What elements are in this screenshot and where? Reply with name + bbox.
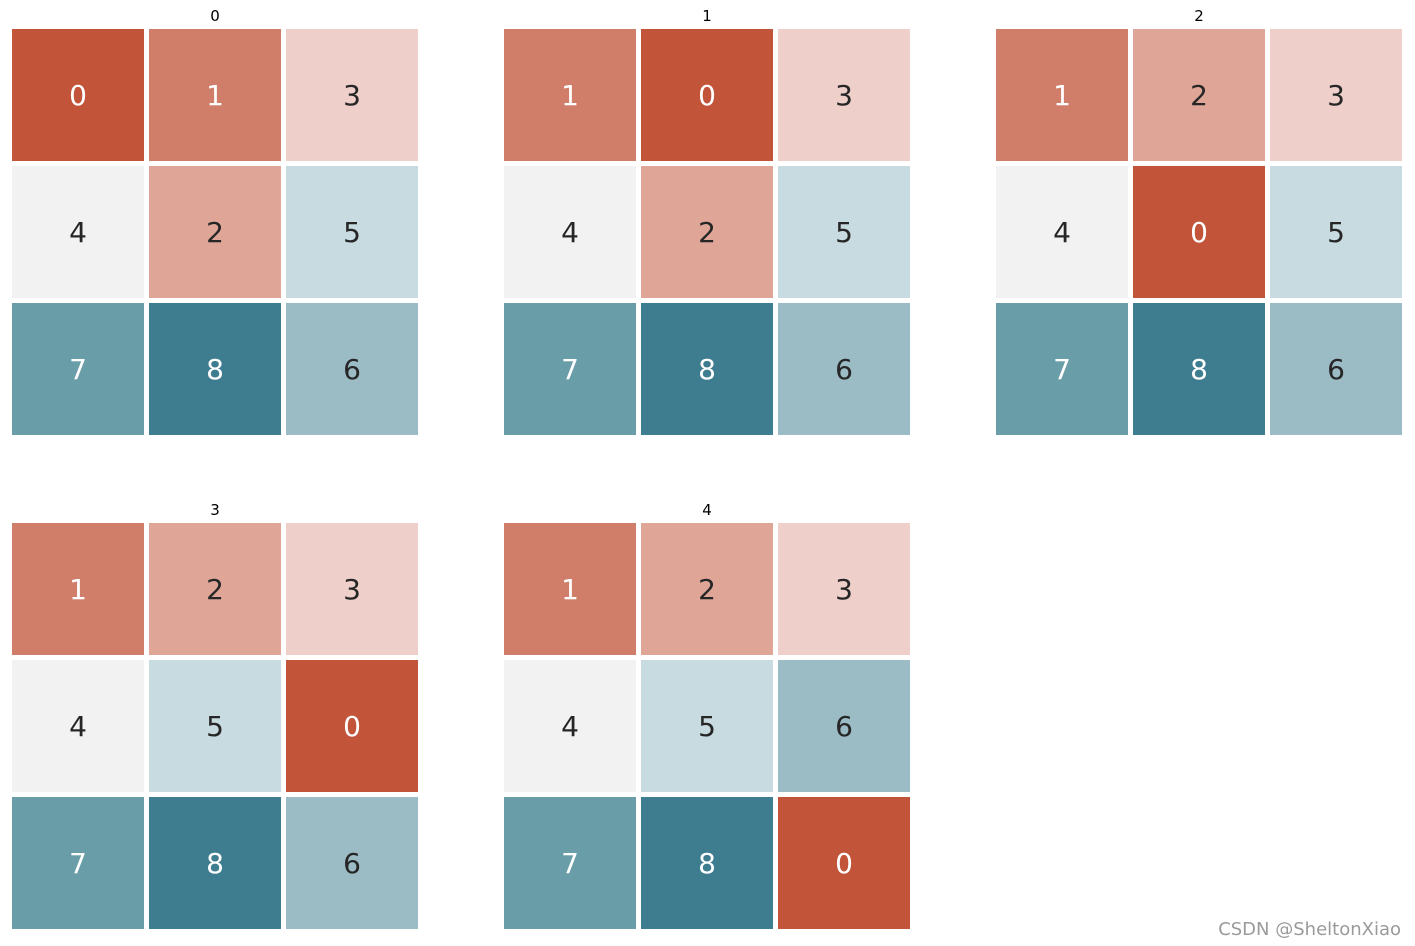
heatmap-cell: 7: [12, 303, 144, 435]
heatmap-cell: 3: [286, 29, 418, 161]
heatmap-cell: 4: [504, 166, 636, 298]
heatmap-cell: 3: [286, 523, 418, 655]
heatmap-cell: 7: [12, 797, 144, 929]
heatmap-cell: 6: [286, 303, 418, 435]
heatmap-cell: 2: [641, 523, 773, 655]
heatmap-cell: 4: [996, 166, 1128, 298]
panel-title: 0: [210, 7, 220, 25]
heatmap-cell: 3: [1270, 29, 1402, 161]
heatmap-cell: 0: [12, 29, 144, 161]
panel-title: 4: [702, 501, 712, 519]
heatmap-cell: 8: [1133, 303, 1265, 435]
heatmap-cell: 6: [778, 660, 910, 792]
watermark: CSDN @SheltonXiao: [1218, 919, 1401, 940]
heatmap-cell: 1: [12, 523, 144, 655]
heatmap-cell: 7: [996, 303, 1128, 435]
heatmap-cell: 1: [149, 29, 281, 161]
heatmap-cell: 7: [504, 797, 636, 929]
heatmap-cell: 5: [1270, 166, 1402, 298]
heatmap-cell: 5: [149, 660, 281, 792]
heatmap-cell: 5: [641, 660, 773, 792]
heatmap-cell: 5: [286, 166, 418, 298]
heatmap-cell: 8: [641, 303, 773, 435]
heatmap-cell: 1: [996, 29, 1128, 161]
heatmap-cell: 2: [149, 523, 281, 655]
heatmap-cell: 0: [286, 660, 418, 792]
heatmap-cell: 6: [286, 797, 418, 929]
heatmap-cell: 3: [778, 523, 910, 655]
heatmap-cell: 2: [149, 166, 281, 298]
heatmap-cell: 6: [778, 303, 910, 435]
heatmap-cell: 7: [504, 303, 636, 435]
heatmap-cell: 2: [641, 166, 773, 298]
heatmap-cell: 0: [1133, 166, 1265, 298]
heatmap-cell: 0: [641, 29, 773, 161]
heatmap-cell: 6: [1270, 303, 1402, 435]
heatmap-cell: 4: [12, 166, 144, 298]
heatmap-cell: 1: [504, 523, 636, 655]
panel-title: 1: [702, 7, 712, 25]
heatmap-cell: 8: [149, 797, 281, 929]
heatmap-cell: 5: [778, 166, 910, 298]
heatmap-cell: 8: [641, 797, 773, 929]
heatmap-cell: 4: [12, 660, 144, 792]
heatmap-cell: 4: [504, 660, 636, 792]
heatmap-cell: 3: [778, 29, 910, 161]
panel-title: 2: [1194, 7, 1204, 25]
panel-title: 3: [210, 501, 220, 519]
heatmap-cell: 1: [504, 29, 636, 161]
heatmap-cell: 2: [1133, 29, 1265, 161]
heatmap-cell: 8: [149, 303, 281, 435]
heatmap-cell: 0: [778, 797, 910, 929]
